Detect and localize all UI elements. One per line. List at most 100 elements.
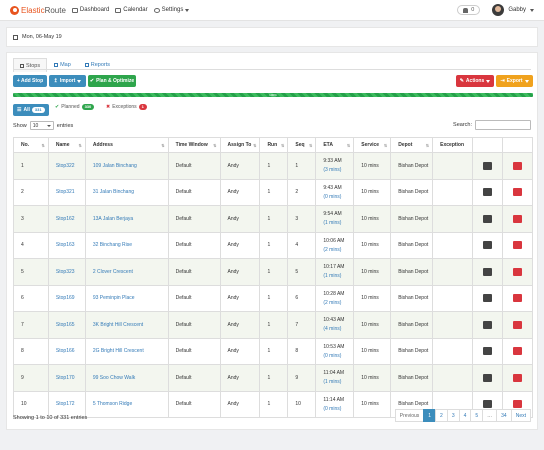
cell-run: 1 <box>259 205 289 233</box>
import-button[interactable]: ↥ Import <box>49 75 86 87</box>
trash-icon[interactable] <box>513 214 522 223</box>
page-length-value: 10 <box>32 123 39 129</box>
cell-assign-to: Andy <box>219 311 261 339</box>
cell-time-window: Default <box>167 390 221 418</box>
pagination-page-last[interactable]: 34 <box>496 409 512 422</box>
search-input[interactable] <box>475 120 531 130</box>
plan-optimize-button[interactable]: ✔ Plan & Optimize <box>88 75 136 87</box>
stop-name-link[interactable]: Stop172 <box>55 401 75 408</box>
pagination-next[interactable]: Next <box>510 409 531 422</box>
tab-map[interactable]: Map <box>47 58 78 72</box>
col-run[interactable]: Run ⇅ <box>259 137 289 153</box>
stop-address-link[interactable]: 31 Jalan Binchang <box>92 189 135 196</box>
stop-address-link[interactable]: 2 Clover Crescent <box>92 268 133 275</box>
edit-icon[interactable] <box>483 214 493 223</box>
date-range-label: Mon, 06-May 19 <box>22 34 62 40</box>
stop-address-link[interactable]: 5 Thomson Ridge <box>92 401 133 408</box>
tab-stops[interactable]: Stops <box>13 58 48 72</box>
col-seq[interactable]: Seq ⇅ <box>287 137 317 153</box>
stop-address-link[interactable]: 32 Binchang Rise <box>92 242 133 249</box>
trash-icon[interactable] <box>513 161 522 170</box>
user-menu[interactable]: Gabby <box>492 4 534 16</box>
cell-run: 1 <box>259 284 289 312</box>
nav-calendar[interactable]: Calendar <box>115 7 148 13</box>
cell-service: 10 mins <box>353 205 392 233</box>
edit-icon[interactable] <box>483 161 493 170</box>
stop-name-link[interactable]: Stop165 <box>55 321 75 328</box>
notifications-button[interactable]: 0 <box>457 5 481 15</box>
trash-icon[interactable] <box>513 241 522 250</box>
trash-icon[interactable] <box>513 267 522 276</box>
cell-delete <box>502 311 533 339</box>
edit-icon[interactable] <box>483 188 493 197</box>
date-picker[interactable]: Mon, 06-May 19 <box>6 27 538 47</box>
trash-icon[interactable] <box>513 373 522 382</box>
stop-address-link[interactable]: 93 Peminpin Place <box>92 295 135 302</box>
col-time-window[interactable]: Time Window ⇅ <box>167 137 221 153</box>
filter-all-button[interactable]: ☰ All 331 <box>13 104 49 116</box>
stop-address-link[interactable]: 13A Jalan Berjaya <box>92 215 134 222</box>
trash-icon[interactable] <box>513 320 522 329</box>
trash-icon[interactable] <box>513 400 522 409</box>
edit-icon[interactable] <box>483 320 493 329</box>
col-name[interactable]: Name ⇅ <box>47 137 86 153</box>
col-address[interactable]: Address ⇅ <box>84 137 169 153</box>
cell-seq: 6 <box>287 284 317 312</box>
stop-address-link[interactable]: 99 Soo Chow Walk <box>92 374 136 381</box>
add-stop-button[interactable]: + Add Stop <box>13 75 47 87</box>
export-button[interactable]: ⇥ Export <box>496 75 533 87</box>
stop-name-link[interactable]: Stop166 <box>55 348 75 355</box>
edit-icon[interactable] <box>483 241 493 250</box>
brand-logo[interactable]: ElasticRoute <box>10 5 66 15</box>
trash-icon[interactable] <box>513 347 522 356</box>
col-depot[interactable]: Depot ⇅ <box>390 137 434 153</box>
trash-icon[interactable] <box>513 188 522 197</box>
edit-icon[interactable] <box>483 373 493 382</box>
table-row: 5 Stop323 2 Clover Crescent Default Andy 1 5 10… <box>13 258 533 286</box>
edit-icon[interactable] <box>483 347 493 356</box>
nav-settings[interactable]: Settings <box>153 7 190 13</box>
stop-name-link[interactable]: Stop323 <box>55 268 75 275</box>
cell-delete <box>502 337 533 365</box>
cell-seq: 10 <box>287 390 317 418</box>
edit-icon[interactable] <box>483 267 493 276</box>
stop-name-link[interactable]: Stop169 <box>55 295 75 302</box>
col-exception[interactable]: Exception <box>432 137 474 153</box>
col-assign-to[interactable]: Assign To ⇅ <box>219 137 261 153</box>
stop-name-link[interactable]: Stop321 <box>55 189 75 196</box>
stops-table: No. ⇅ Name ⇅ Address ⇅ Time Window ⇅ Assign … <box>13 137 533 418</box>
cell-depot: Bishan Depot <box>390 205 434 233</box>
logo-icon <box>10 5 19 15</box>
edit-icon[interactable] <box>483 294 493 303</box>
edit-icon[interactable] <box>483 400 493 409</box>
filter-planned-button[interactable]: ✔ Planned 330 <box>55 104 95 110</box>
eta-time: 9:54 AM <box>323 211 342 218</box>
stop-address-link[interactable]: 2G Bright Hill Crescent <box>92 348 144 355</box>
eta-time: 9:33 AM <box>323 158 342 165</box>
col-service[interactable]: Service ⇅ <box>353 137 392 153</box>
cell-address: 109 Jalan Binchang <box>84 152 169 180</box>
stop-address-link[interactable]: 109 Jalan Binchang <box>92 162 137 169</box>
cell-time-window: Default <box>167 258 221 286</box>
cell-delete <box>502 205 533 233</box>
filter-exceptions-button[interactable]: ✖ Exceptions 1 <box>106 104 147 110</box>
stop-name-link[interactable]: Stop163 <box>55 242 75 249</box>
cell-exception <box>432 364 474 392</box>
stop-name-link[interactable]: Stop162 <box>55 215 75 222</box>
trash-icon[interactable] <box>513 294 522 303</box>
stop-name-link[interactable]: Stop170 <box>55 374 75 381</box>
tab-reports[interactable]: Reports <box>78 58 117 72</box>
col-no[interactable]: No. ⇅ <box>13 137 49 153</box>
pagination-previous[interactable]: Previous <box>394 409 425 422</box>
col-eta[interactable]: ETA ⇅ <box>315 137 355 153</box>
stop-name-link[interactable]: Stop322 <box>55 162 75 169</box>
nav-dashboard[interactable]: Dashboard <box>71 7 109 13</box>
page-length-select[interactable]: 10 <box>29 121 54 130</box>
stop-address-link[interactable]: 3K Bright Hill Crescent <box>92 321 144 328</box>
entries-label: entries <box>56 122 74 129</box>
eta-time: 9:43 AM <box>323 184 342 191</box>
actions-button[interactable]: ✎ Actions <box>456 75 494 87</box>
filter-exceptions-count: 1 <box>138 104 147 110</box>
tab-map-label: Map <box>60 62 71 68</box>
cell-run: 1 <box>259 178 289 206</box>
